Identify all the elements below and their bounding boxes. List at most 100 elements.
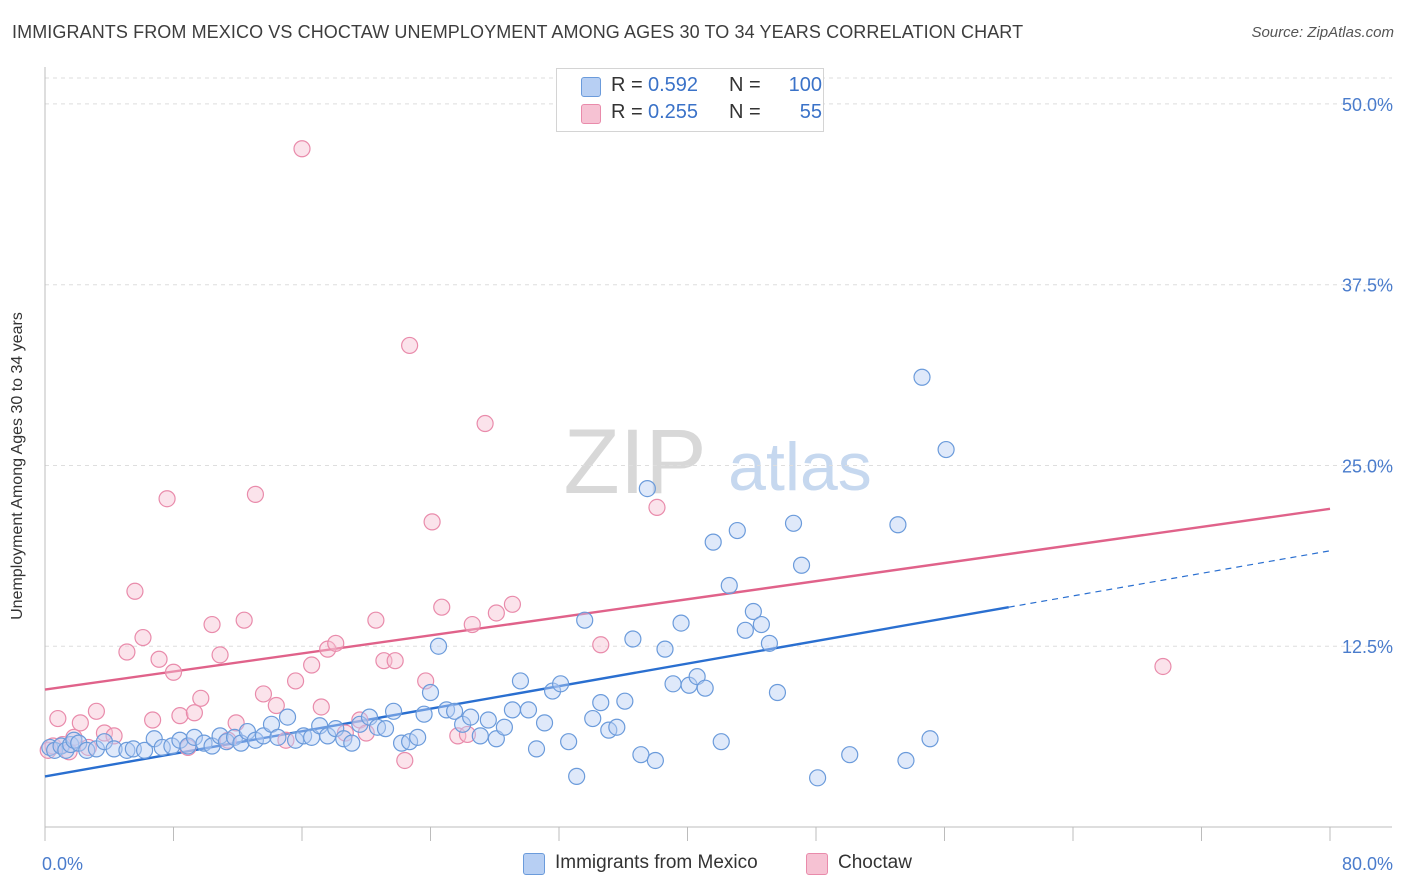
data-point-choctaw — [211, 646, 229, 664]
data-point-mexico — [632, 746, 650, 764]
data-point-mexico — [421, 683, 440, 702]
data-point-mexico — [462, 708, 480, 726]
data-point-choctaw — [158, 490, 176, 508]
data-point-choctaw — [150, 650, 168, 668]
data-point-choctaw — [327, 634, 345, 652]
data-point-mexico — [135, 741, 154, 759]
legend-swatch-pink — [806, 853, 828, 875]
data-point-mexico — [568, 767, 586, 785]
data-point-mexico — [712, 733, 730, 751]
data-point-choctaw — [1154, 657, 1172, 676]
data-point-choctaw — [254, 685, 273, 703]
data-point-mexico — [696, 679, 714, 697]
data-point-choctaw — [367, 611, 385, 629]
data-point-mexico — [552, 675, 570, 693]
data-point-choctaw — [458, 725, 477, 744]
data-point-choctaw — [433, 598, 451, 616]
data-point-mexico — [592, 694, 610, 712]
legend-n-value: 100 — [788, 74, 822, 96]
data-point-mexico — [351, 715, 369, 733]
data-point-choctaw — [267, 696, 285, 715]
legend-r-label: R = — [611, 101, 643, 123]
data-point-mexico — [445, 702, 464, 720]
data-point-choctaw — [396, 751, 414, 770]
data-point-mexico — [527, 740, 546, 758]
data-point-mexico — [792, 556, 811, 574]
legend-r-label: R = — [611, 74, 643, 96]
data-point-choctaw — [423, 513, 441, 531]
data-point-choctaw — [648, 498, 666, 516]
data-point-mexico — [401, 733, 419, 751]
data-point-mexico — [913, 368, 931, 386]
data-point-mexico — [624, 630, 642, 648]
data-point-mexico — [376, 720, 395, 738]
data-point-mexico — [720, 576, 738, 595]
data-point-mexico — [704, 533, 722, 551]
legend-series: Immigrants from Mexico Choctaw — [0, 852, 1406, 878]
data-point-mexico — [646, 751, 664, 770]
data-point-mexico — [118, 741, 136, 759]
data-point-mexico — [343, 734, 361, 752]
legend-swatch-blue — [523, 853, 545, 875]
y-tick-label: 25.0% — [1342, 456, 1393, 476]
data-points — [39, 140, 1172, 787]
legend-swatch-pink — [581, 104, 601, 124]
data-point-mexico — [105, 740, 123, 758]
data-point-choctaw — [87, 702, 106, 720]
data-point-mexico — [889, 516, 907, 534]
data-point-mexico — [576, 611, 594, 629]
data-point-choctaw — [118, 643, 136, 661]
data-point-choctaw — [312, 698, 330, 716]
source-credit: Source: ZipAtlas.com — [1251, 24, 1394, 41]
trend-line-choctaw — [44, 507, 1331, 691]
data-point-mexico — [560, 733, 578, 751]
legend-label-mexico: Immigrants from Mexico — [555, 852, 758, 873]
y-tick-label: 50.0% — [1342, 95, 1393, 115]
data-point-choctaw — [144, 711, 162, 729]
data-point-mexico — [415, 705, 433, 723]
legend-label-choctaw: Choctaw — [838, 852, 912, 873]
data-point-choctaw — [487, 604, 505, 622]
data-point-choctaw — [185, 704, 203, 722]
data-point-mexico — [503, 701, 522, 719]
data-point-mexico — [760, 634, 779, 652]
data-point-mexico — [664, 675, 682, 693]
data-point-mexico — [841, 746, 859, 764]
data-point-choctaw — [476, 414, 494, 433]
data-point-mexico — [335, 730, 353, 748]
data-point-choctaw — [126, 582, 144, 600]
data-point-mexico — [65, 731, 83, 749]
data-point-mexico — [897, 751, 915, 770]
data-point-mexico — [519, 701, 538, 719]
data-point-mexico — [384, 702, 403, 720]
data-point-mexico — [752, 615, 770, 634]
axes — [44, 67, 1392, 841]
data-point-mexico — [736, 621, 754, 639]
data-point-mexico — [185, 728, 203, 746]
x-tick-label: 80.0% — [1342, 854, 1393, 874]
data-point-mexico — [409, 728, 427, 746]
trend-extension-mexico — [1008, 550, 1331, 608]
data-point-mexico — [95, 733, 114, 751]
data-point-mexico — [784, 514, 803, 532]
data-point-choctaw — [235, 611, 253, 629]
legend-r-value: 0.255 — [648, 101, 699, 123]
y-tick-label: 12.5% — [1342, 637, 1393, 657]
data-point-choctaw — [592, 636, 610, 654]
data-point-mexico — [656, 640, 674, 658]
data-point-mexico — [744, 602, 762, 621]
legend-n-value: 55 — [799, 101, 822, 123]
data-point-choctaw — [227, 714, 245, 732]
watermark-zip: ZIP — [563, 411, 706, 513]
data-point-choctaw — [293, 140, 311, 158]
data-point-choctaw — [286, 672, 305, 690]
data-point-choctaw — [336, 724, 354, 742]
data-point-mexico — [495, 718, 513, 736]
data-point-choctaw — [71, 714, 89, 732]
data-point-mexico — [921, 730, 939, 748]
data-point-mexico — [809, 769, 827, 787]
data-point-choctaw — [386, 652, 404, 670]
data-point-mexico — [937, 440, 955, 459]
data-point-choctaw — [203, 615, 221, 634]
legend-r-value: 0.592 — [648, 74, 699, 96]
